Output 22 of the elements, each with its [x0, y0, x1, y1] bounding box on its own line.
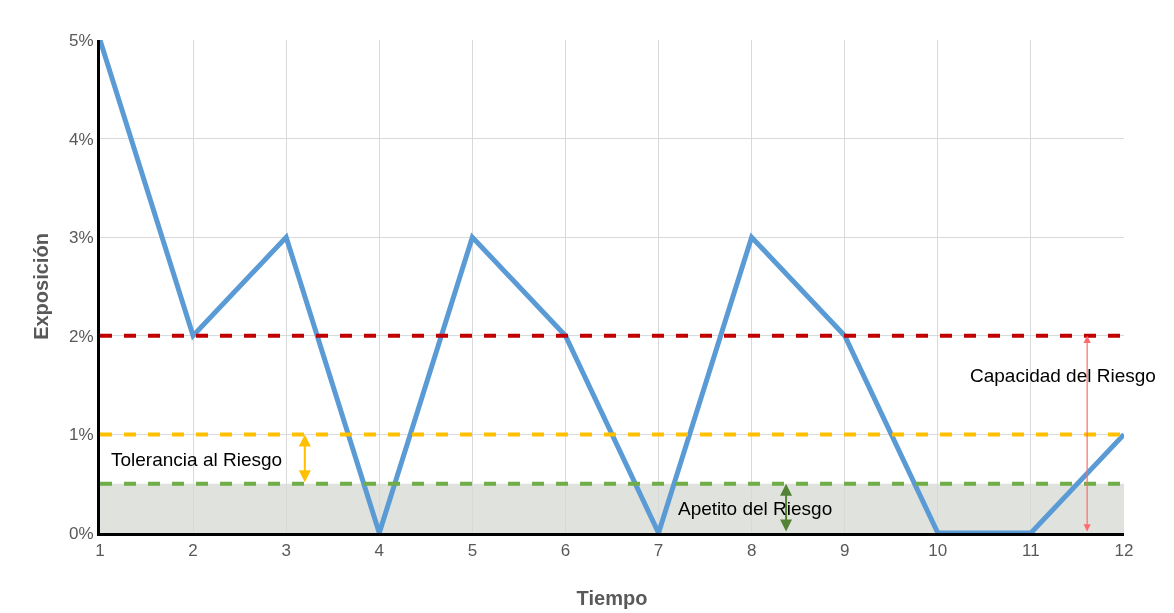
x-tick-label: 5 [467, 541, 478, 561]
x-tick-label: 7 [653, 541, 664, 561]
x-tick-label: 2 [188, 541, 198, 561]
y-axis-title: Exposición [30, 233, 52, 340]
x-tick-label: 8 [746, 541, 757, 561]
ref-line-label: Capacidad del Riesgo [970, 365, 1156, 386]
y-tick-label: 2% [69, 326, 94, 346]
x-tick-label: 6 [560, 541, 571, 561]
x-tick-label: 3 [281, 541, 291, 561]
ref-line-label: Tolerancia al Riesgo [111, 449, 283, 470]
x-tick-label: 1 [95, 541, 105, 561]
x-tick-label: 10 [928, 541, 948, 561]
y-tick-label: 1% [69, 425, 94, 445]
x-tick-label: 9 [840, 541, 850, 561]
y-tick-label: 4% [69, 129, 94, 149]
x-tick-label: 4 [374, 541, 384, 561]
x-tick-label: 11 [1022, 541, 1040, 561]
x-axis-title: Tiempo [576, 587, 648, 609]
y-tick-label: 0% [69, 523, 94, 543]
y-tick-label: 3% [69, 228, 94, 248]
y-tick-label: 5% [69, 30, 94, 50]
x-tick-label: 12 [1114, 541, 1134, 561]
